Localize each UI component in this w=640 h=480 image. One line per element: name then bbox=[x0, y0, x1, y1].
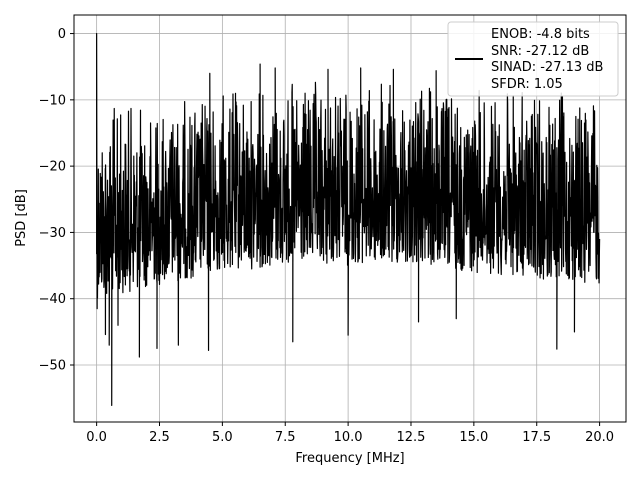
legend-entry-enob: ENOB: -4.8 bits bbox=[491, 27, 590, 42]
x-tick-label: 7.5 bbox=[275, 430, 296, 445]
series-psd bbox=[96, 32, 601, 407]
psd-trace bbox=[96, 32, 601, 407]
plot-frame bbox=[73, 14, 627, 423]
y-axis-label: PSD [dB] bbox=[14, 189, 29, 247]
x-tick-label: 15.0 bbox=[459, 430, 488, 445]
legend-box bbox=[447, 21, 619, 97]
x-tick-label: 10.0 bbox=[334, 430, 363, 445]
y-tick-label: −30 bbox=[39, 226, 66, 241]
y-tick-label: −10 bbox=[39, 93, 66, 108]
legend-entry-snr: SNR: -27.12 dB bbox=[491, 44, 589, 59]
x-tick-label: 17.5 bbox=[522, 430, 551, 445]
y-tick-label: −50 bbox=[39, 358, 66, 373]
legend-entry-sinad: SINAD: -27.13 dB bbox=[491, 60, 603, 75]
x-axis-label: Frequency [MHz] bbox=[295, 451, 404, 466]
y-tick-label: −40 bbox=[39, 292, 66, 307]
x-tick-label: 2.5 bbox=[149, 430, 170, 445]
y-axis: 0 −10 −20 −30 −40 −50 bbox=[39, 27, 74, 373]
y-tick-label: 0 bbox=[58, 27, 66, 42]
y-tick-label: −20 bbox=[39, 160, 66, 175]
x-axis: 0.0 2.5 5.0 7.5 10.0 12.5 15.0 17.5 20.0 bbox=[86, 422, 614, 445]
x-tick-label: 20.0 bbox=[585, 430, 614, 445]
legend-entry-sfdr: SFDR: 1.05 bbox=[491, 77, 563, 92]
x-tick-label: 5.0 bbox=[212, 430, 233, 445]
x-tick-label: 0.0 bbox=[86, 430, 107, 445]
x-tick-label: 12.5 bbox=[397, 430, 426, 445]
legend: ENOB: -4.8 bits SNR: -27.12 dB SINAD: -2… bbox=[447, 21, 619, 97]
